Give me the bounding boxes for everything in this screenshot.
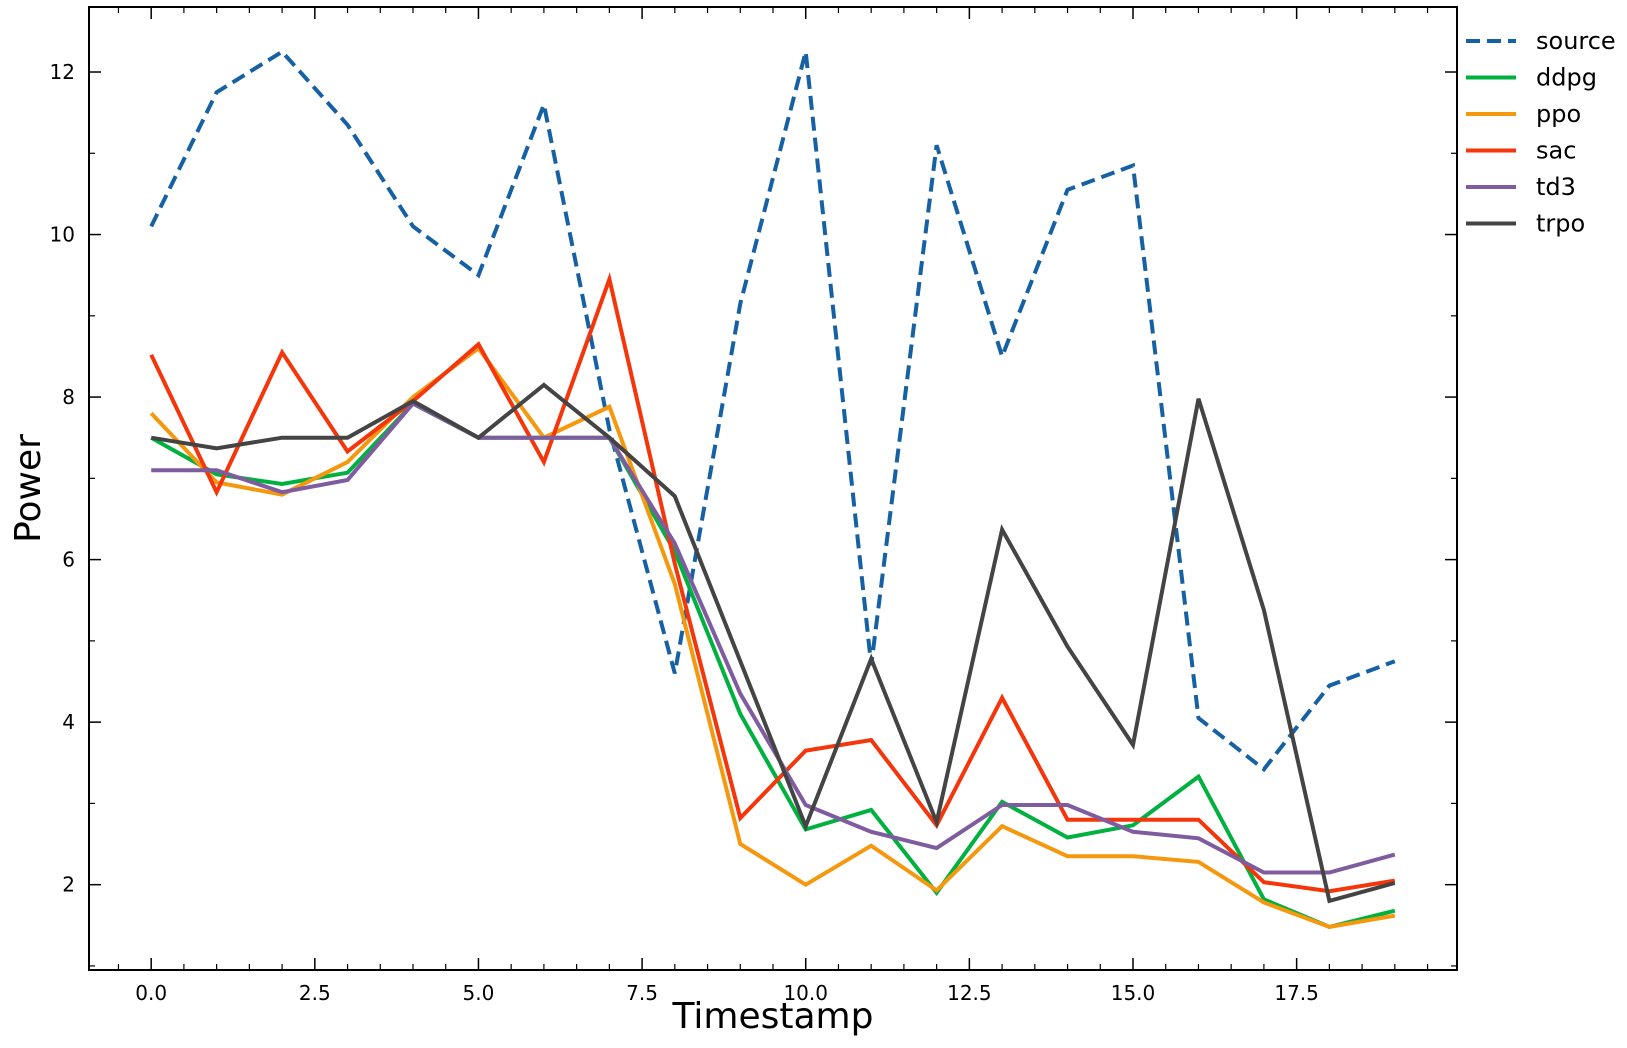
plot-area bbox=[149, 49, 1396, 930]
series-line-td3 bbox=[151, 401, 1396, 875]
plot-frame bbox=[88, 6, 1458, 971]
legend-label-sac: sac bbox=[1536, 137, 1576, 165]
x-tick-label: 12.5 bbox=[947, 981, 992, 1005]
legend: source ddpg ppo sac td3 trpo bbox=[1466, 27, 1616, 238]
x-tick-label: 2.5 bbox=[299, 981, 331, 1005]
x-tick-label: 7.5 bbox=[626, 981, 658, 1005]
legend-label-ddpg: ddpg bbox=[1536, 64, 1597, 92]
x-tick-label: 0.0 bbox=[135, 981, 167, 1005]
series-line-source bbox=[149, 49, 1396, 773]
y-tick-label: 2 bbox=[62, 873, 75, 897]
legend-label-source: source bbox=[1536, 27, 1616, 55]
y-axis-label: Power bbox=[8, 434, 49, 543]
x-tick-label: 15.0 bbox=[1111, 981, 1156, 1005]
series-line-ppo bbox=[149, 345, 1396, 929]
series-line-sac bbox=[149, 272, 1396, 894]
x-tick-label: 17.5 bbox=[1274, 981, 1319, 1005]
series-line-trpo bbox=[150, 382, 1396, 904]
x-axis-label: Timestamp bbox=[672, 996, 874, 1037]
x-tick-label: 5.0 bbox=[463, 981, 495, 1005]
legend-label-td3: td3 bbox=[1536, 173, 1576, 201]
y-tick-label: 8 bbox=[62, 385, 75, 409]
y-tick-label: 10 bbox=[50, 223, 75, 247]
y-tick-label: 4 bbox=[62, 710, 75, 734]
legend-label-trpo: trpo bbox=[1536, 210, 1585, 238]
y-tick-label: 12 bbox=[50, 60, 75, 84]
series-line-ddpg bbox=[150, 401, 1396, 930]
y-tick-label: 6 bbox=[62, 548, 75, 572]
legend-label-ppo: ppo bbox=[1536, 100, 1581, 128]
tick-labels: 0.0 2.5 5.0 7.5 10.0 12.5 15.0 17.5 2 4 6 8 10 12 bbox=[50, 60, 1319, 1005]
x-tick-label: 10.0 bbox=[783, 981, 828, 1005]
